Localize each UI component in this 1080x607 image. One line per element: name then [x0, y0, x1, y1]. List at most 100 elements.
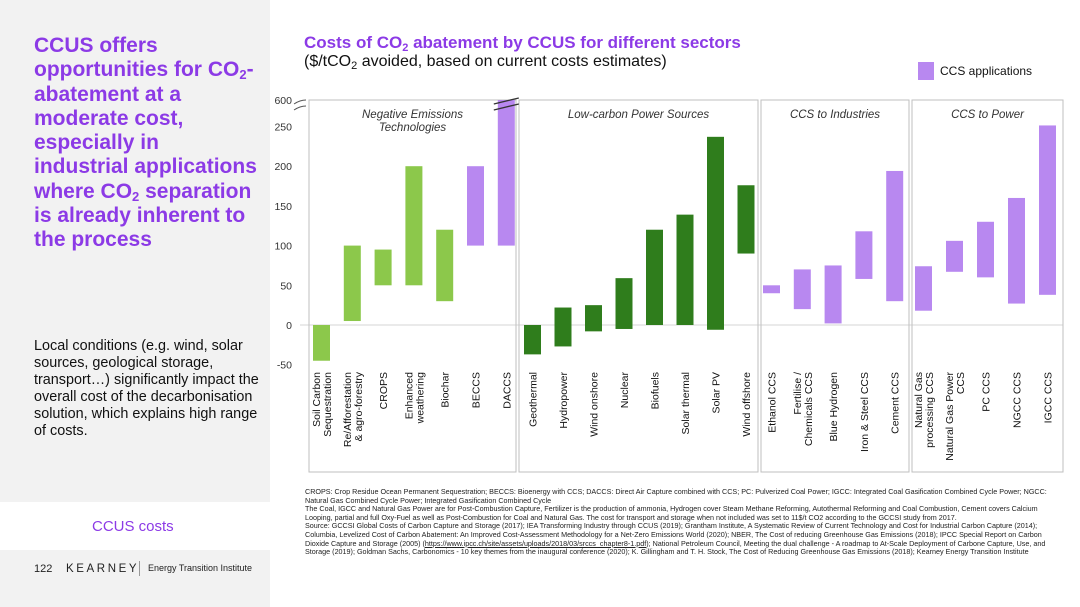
- range-bar: [915, 266, 932, 311]
- category-label: Wind offshore: [741, 372, 753, 437]
- group-title: Low-carbon Power Sources: [568, 109, 710, 121]
- category-label: Enhanced: [403, 372, 415, 419]
- range-bar: [585, 305, 602, 332]
- chart-title-part-2: abatement by CCUS for different sectors: [408, 33, 741, 52]
- category-label: Cement CCS: [890, 372, 902, 434]
- range-bar: [824, 265, 842, 324]
- category-label: & agro-forestry: [353, 371, 365, 441]
- y-tick-label: 100: [274, 241, 292, 253]
- footnote-sources-part-2: ); National Petroleum Council, Meeting t…: [305, 538, 1046, 557]
- chart-subtitle-part-2: avoided, based on current costs estimate…: [357, 53, 667, 70]
- range-bar: [374, 249, 392, 286]
- footnote-abbreviations: CROPS: Crop Residue Ocean Permanent Sequ…: [305, 487, 1047, 505]
- y-tick-label: 600: [274, 95, 292, 107]
- category-label: Fertilise /: [792, 372, 804, 415]
- category-label: Natural Gas: [913, 372, 925, 428]
- chart-title-part-1: Costs of CO: [304, 33, 403, 52]
- category-label: Blue Hydrogen: [828, 372, 840, 442]
- category-label: processing CCS: [924, 372, 936, 448]
- y-tick-label: -50: [277, 360, 292, 372]
- axis-break-mark: [293, 105, 307, 111]
- group-title: Technologies: [379, 122, 447, 134]
- legend-label: CCS applications: [940, 64, 1033, 78]
- category-label: weathering: [414, 372, 426, 425]
- group-title: Negative Emissions: [362, 109, 463, 121]
- range-bar: [467, 166, 484, 246]
- y-tick-label: 200: [274, 161, 292, 173]
- headline-sub-1: 2: [239, 67, 247, 83]
- category-label: Ethanol CCS: [767, 372, 779, 433]
- category-label: Re/Afforestation: [342, 372, 354, 447]
- chart-title-sub: 2: [402, 42, 409, 54]
- bar-break-mark: [493, 103, 519, 111]
- group-box: [518, 99, 759, 473]
- group-title: CCS to Power: [951, 109, 1025, 121]
- category-label: Biochar: [440, 372, 452, 408]
- range-bar: [497, 100, 515, 246]
- chart-subtitle: ($/tCO2 avoided, based on current costs …: [304, 53, 667, 72]
- category-label: CROPS: [378, 372, 390, 409]
- group-box: [308, 99, 517, 473]
- category-label: Nuclear: [619, 372, 631, 409]
- range-bar: [524, 325, 541, 355]
- range-bar: [977, 221, 994, 278]
- category-label: Solar thermal: [680, 372, 692, 434]
- range-bar: [946, 240, 963, 272]
- category-label: Biofuels: [650, 372, 662, 409]
- footnote-sources-part-1: Source: GCCSI Global Costs of Carbon Cap…: [305, 521, 1042, 548]
- range-bar: [855, 231, 873, 279]
- category-label: Solar PV: [711, 372, 723, 413]
- chart-subtitle-sub: 2: [351, 60, 358, 72]
- range-bar: [707, 136, 724, 330]
- y-tick-label: 50: [280, 280, 292, 292]
- category-label: DACCS: [501, 372, 513, 409]
- chart-subtitle-part-1: ($/tCO: [304, 53, 352, 70]
- category-label: Geothermal: [528, 372, 540, 427]
- footnote-source-link[interactable]: https://www.ipcc.ch/site/assets/uploads/…: [424, 538, 647, 548]
- category-label: CCS: [955, 372, 967, 394]
- range-bar: [737, 185, 755, 254]
- category-label: Chemicals CCS: [803, 372, 815, 446]
- range-bar: [886, 170, 904, 302]
- range-bar: [1008, 197, 1025, 304]
- headline-part-2: -abatement at a moderate cost, especiall…: [34, 58, 257, 203]
- range-bar: [676, 214, 694, 325]
- y-tick-label: 250: [274, 122, 292, 134]
- category-label: Wind onshore: [589, 372, 601, 437]
- brand-subtitle: Energy Transition Institute: [148, 563, 253, 573]
- headline: CCUS offers opportunities for CO2-abatem…: [34, 34, 259, 253]
- category-label: Hydropower: [558, 371, 570, 428]
- y-tick-label: 0: [286, 320, 292, 332]
- bar-break-mark: [493, 97, 519, 105]
- range-bar: [646, 229, 663, 325]
- headline-sub-2: 2: [132, 188, 140, 204]
- range-bar: [554, 307, 572, 347]
- category-label: BECCS: [471, 372, 483, 408]
- group-title: CCS to Industries: [790, 109, 880, 121]
- chart-title: Costs of CO2 abatement by CCUS for diffe…: [304, 33, 741, 54]
- category-label: PC CCS: [981, 372, 993, 412]
- footer-box: [0, 502, 270, 550]
- brand-divider: [139, 561, 140, 576]
- page-number: 122: [34, 563, 53, 575]
- legend-swatch: [918, 62, 934, 80]
- category-label: Natural Gas Power: [944, 371, 956, 460]
- headline-part-3: separation is already inherent to the pr…: [34, 179, 252, 252]
- footer-section-label[interactable]: CCUS costs: [92, 518, 174, 535]
- brand-logo: KEARNEY: [66, 563, 140, 575]
- group-box: [760, 99, 910, 473]
- category-label: NGCC CCS: [1012, 372, 1024, 428]
- category-label: Sequestration: [322, 372, 334, 437]
- body-text: Local conditions (e.g. wind, solar sourc…: [34, 338, 259, 440]
- range-bar: [313, 325, 330, 361]
- headline-part-1: CCUS offers opportunities for CO: [34, 34, 240, 82]
- range-bar: [615, 278, 633, 329]
- range-bar: [343, 245, 361, 322]
- range-bar: [405, 166, 423, 286]
- range-bar: [793, 269, 811, 310]
- category-label: Iron & Steel CCS: [859, 372, 871, 452]
- y-tick-label: 150: [274, 201, 292, 213]
- footnote-notes: The Coal, IGCC and Natural Gas Power are…: [305, 504, 1038, 522]
- footnote-sources: Source: GCCSI Global Costs of Carbon Cap…: [305, 522, 1050, 556]
